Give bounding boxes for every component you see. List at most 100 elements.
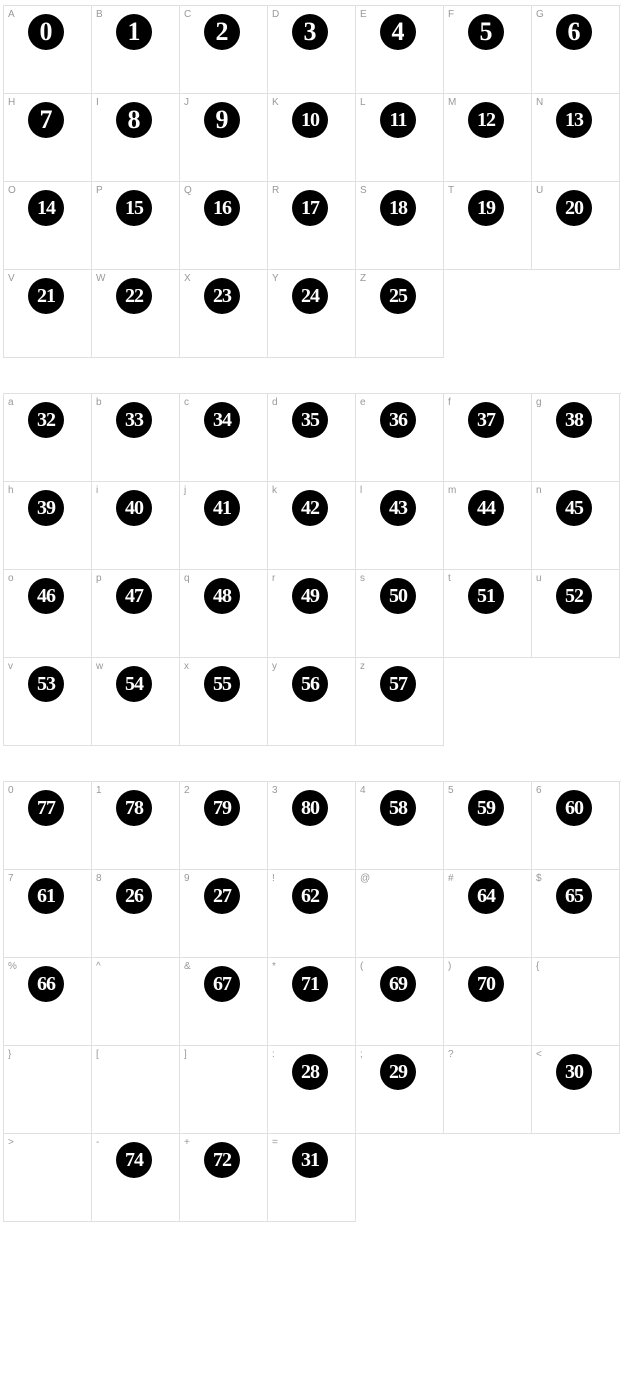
glyph-circle: 64 xyxy=(468,878,504,914)
glyph-circle: 59 xyxy=(468,790,504,826)
cell-key-label: F xyxy=(448,9,454,20)
character-map: A0B1C2D3E4F5G6H7I8J9K10L11M12N13O14P15Q1… xyxy=(0,5,640,1222)
glyph-circle: 33 xyxy=(116,402,152,438)
glyph-cell: P15 xyxy=(92,182,180,270)
glyph-circle: 72 xyxy=(204,1142,240,1178)
cell-key-label: W xyxy=(96,273,105,284)
glyph-cell: X23 xyxy=(180,270,268,358)
glyph-circle: 11 xyxy=(380,102,416,138)
glyph-circle: 21 xyxy=(28,278,64,314)
cell-key-label: + xyxy=(184,1137,190,1148)
glyph-cell: *71 xyxy=(268,958,356,1046)
glyph-cell: 927 xyxy=(180,870,268,958)
glyph-cell: -74 xyxy=(92,1134,180,1222)
cell-key-label: A xyxy=(8,9,15,20)
cell-key-label: H xyxy=(8,97,15,108)
glyph-circle: 52 xyxy=(556,578,592,614)
glyph-cell: > xyxy=(4,1134,92,1222)
glyph-cell: q48 xyxy=(180,570,268,658)
cell-key-label: g xyxy=(536,397,542,408)
glyph-cell: ] xyxy=(180,1046,268,1134)
glyph-circle: 24 xyxy=(292,278,328,314)
cell-key-label: B xyxy=(96,9,103,20)
glyph-cell: G6 xyxy=(532,6,620,94)
cell-key-label: > xyxy=(8,1137,14,1148)
glyph-cell: r49 xyxy=(268,570,356,658)
cell-key-label: 6 xyxy=(536,785,542,796)
glyph-cell: H7 xyxy=(4,94,92,182)
glyph-cell: :28 xyxy=(268,1046,356,1134)
cell-key-label: r xyxy=(272,573,275,584)
cell-key-label: I xyxy=(96,97,99,108)
group-symbols: 077178279380458559660761826927!62@#64$65… xyxy=(3,781,637,1222)
glyph-cell: m44 xyxy=(444,482,532,570)
glyph-circle: 3 xyxy=(292,14,328,50)
glyph-cell: Z25 xyxy=(356,270,444,358)
cell-key-label: h xyxy=(8,485,14,496)
glyph-cell: d35 xyxy=(268,394,356,482)
glyph-cell: N13 xyxy=(532,94,620,182)
glyph-cell: { xyxy=(532,958,620,1046)
glyph-cell: Q16 xyxy=(180,182,268,270)
cell-key-label: f xyxy=(448,397,451,408)
glyph-circle: 36 xyxy=(380,402,416,438)
cell-key-label: 7 xyxy=(8,873,14,884)
glyph-cell: 761 xyxy=(4,870,92,958)
glyph-cell: o46 xyxy=(4,570,92,658)
cell-key-label: ) xyxy=(448,961,451,972)
cell-key-label: & xyxy=(184,961,191,972)
glyph-circle: 55 xyxy=(204,666,240,702)
glyph-cell: A0 xyxy=(4,6,92,94)
glyph-cell: 660 xyxy=(532,782,620,870)
glyph-circle: 30 xyxy=(556,1054,592,1090)
glyph-circle: 74 xyxy=(116,1142,152,1178)
cell-key-label: p xyxy=(96,573,102,584)
cell-key-label: # xyxy=(448,873,454,884)
glyph-cell: v53 xyxy=(4,658,92,746)
glyph-circle: 15 xyxy=(116,190,152,226)
glyph-circle: 42 xyxy=(292,490,328,526)
glyph-cell: R17 xyxy=(268,182,356,270)
cell-key-label: ; xyxy=(360,1049,363,1060)
cell-key-label: K xyxy=(272,97,279,108)
cell-key-label: $ xyxy=(536,873,542,884)
cell-key-label: V xyxy=(8,273,15,284)
glyph-circle: 29 xyxy=(380,1054,416,1090)
cell-key-label: ( xyxy=(360,961,363,972)
glyph-cell: T 19 xyxy=(444,182,532,270)
glyph-circle: 7 xyxy=(28,102,64,138)
glyph-cell: @ xyxy=(356,870,444,958)
glyph-cell: C2 xyxy=(180,6,268,94)
cell-key-label: T xyxy=(448,185,454,196)
glyph-circle: 78 xyxy=(116,790,152,826)
glyph-cell: 077 xyxy=(4,782,92,870)
glyph-circle: 79 xyxy=(204,790,240,826)
glyph-cell: 458 xyxy=(356,782,444,870)
glyph-cell: u 52 xyxy=(532,570,620,658)
cell-key-label: n xyxy=(536,485,542,496)
cell-key-label: m xyxy=(448,485,456,496)
cell-key-label: ? xyxy=(448,1049,454,1060)
glyph-circle: 48 xyxy=(204,578,240,614)
glyph-circle: 19 xyxy=(468,190,504,226)
cell-key-label: u xyxy=(536,573,542,584)
glyph-cell: =31 xyxy=(268,1134,356,1222)
glyph-cell: j41 xyxy=(180,482,268,570)
cell-key-label: Z xyxy=(360,273,366,284)
glyph-cell: z57 xyxy=(356,658,444,746)
glyph-circle: 66 xyxy=(28,966,64,1002)
glyph-cell: #64 xyxy=(444,870,532,958)
glyph-cell: M12 xyxy=(444,94,532,182)
cell-key-label: Q xyxy=(184,185,192,196)
cell-key-label: M xyxy=(448,97,456,108)
cell-key-label: z xyxy=(360,661,365,672)
cell-key-label: 9 xyxy=(184,873,190,884)
glyph-cell: c34 xyxy=(180,394,268,482)
cell-key-label: } xyxy=(8,1049,11,1060)
cell-key-label: ^ xyxy=(96,961,101,972)
glyph-cell: b 33 xyxy=(92,394,180,482)
glyph-circle: 65 xyxy=(556,878,592,914)
cell-key-label: b xyxy=(96,397,102,408)
glyph-circle: 22 xyxy=(116,278,152,314)
glyph-circle: 45 xyxy=(556,490,592,526)
